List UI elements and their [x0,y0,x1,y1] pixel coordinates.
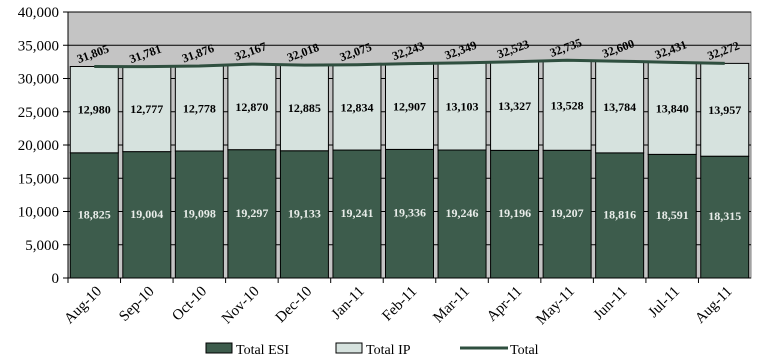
label-esi: 19,241 [340,206,373,220]
label-ip: 12,777 [130,102,163,116]
label-ip: 12,870 [235,100,268,114]
bar-total-esi [647,153,697,279]
label-esi: 19,004 [130,207,163,221]
y-tick-label: 40,000 [18,5,59,21]
bar-total-esi [700,155,750,279]
total-series-line [94,58,725,69]
label-esi: 19,336 [393,206,426,220]
y-tick-label: 35,000 [18,38,59,54]
x-tick-label: May-11 [533,284,578,329]
bar-total-esi [332,149,382,279]
bar-total-ip [647,61,697,155]
bar-total-ip [542,59,592,151]
x-tick-label: Sep-10 [116,284,157,325]
bar-total-esi [227,149,277,279]
legend-label: Total IP [366,343,411,358]
label-esi: 19,297 [235,206,268,220]
y-axis: 0 5,000 10,000 15,000 20,000 25,000 30,000 35,0… [18,5,69,287]
label-esi: 19,133 [288,206,321,220]
bar-total-esi [174,150,224,279]
bar-total-esi [385,148,434,279]
bar-total-esi [437,149,487,279]
bars [69,59,750,279]
bar-total-ip [227,63,277,151]
label-ip: 12,980 [78,103,111,117]
x-tick-label: Oct-10 [169,284,210,325]
x-tick-label: Jul-11 [646,284,683,321]
legend: Total ESI Total IP Total [205,342,539,358]
x-tick-label: Aug-11 [692,284,735,327]
x-tick-label: Dec-10 [273,284,316,327]
y-tick-label: 20,000 [18,138,59,154]
bar-total-esi [279,150,329,279]
legend-swatch [205,342,233,354]
label-ip: 12,885 [288,101,321,115]
bar-total-esi [542,149,592,279]
label-esi: 19,196 [498,206,531,220]
label-esi: 18,315 [708,209,741,223]
label-ip: 13,784 [603,100,636,114]
x-tick-label: Nov-10 [219,284,263,328]
label-ip: 13,103 [446,99,479,113]
x-tick-label: Feb-11 [379,284,420,325]
label-esi: 18,816 [603,207,636,221]
bar-total-ip [437,62,487,151]
x-tick-label: Apr-11 [484,284,525,325]
legend-swatch [335,342,363,354]
y-tick-label: 0 [52,271,60,287]
x-axis: Aug-10 Sep-10 Oct-10 Nov-10 Dec-10 Jan-11 Feb-… [61,277,751,329]
y-tick-label: 15,000 [18,171,59,187]
label-esi: 18,825 [78,207,111,221]
label-ip: 13,528 [551,98,584,112]
label-esi: 18,591 [656,208,689,222]
legend-label: Total [510,343,539,358]
bar-total-ip [385,63,434,150]
label-esi: 19,207 [551,206,584,220]
label-ip: 12,907 [393,99,426,113]
label-ip: 13,840 [656,101,689,115]
label-ip: 13,327 [498,99,531,113]
label-esi: 19,246 [446,206,479,220]
label-ip: 13,957 [708,103,741,117]
y-tick-label: 25,000 [18,105,59,121]
label-ip: 12,778 [183,102,216,116]
label-ip: 12,834 [340,100,373,114]
label-esi: 19,098 [183,206,216,220]
x-tick-label: Jun-11 [591,284,631,324]
y-tick-label: 30,000 [18,72,59,88]
bar-total-esi [595,152,645,279]
bar-total-ip [595,60,645,154]
x-tick-label: Jan-11 [329,284,368,323]
x-tick-label: Aug-10 [61,284,105,328]
legend-label: Total ESI [236,343,289,358]
y-tick-label: 5,000 [25,238,59,254]
bar-total-ip [700,62,750,157]
bar-total-ip [122,66,172,153]
x-tick-label: Mar-11 [430,284,473,327]
bar-total-ip [490,61,540,151]
bar-total-esi [490,149,540,279]
total-line [94,58,725,69]
y-tick-label: 10,000 [18,205,59,221]
bar-total-ip [69,65,119,154]
